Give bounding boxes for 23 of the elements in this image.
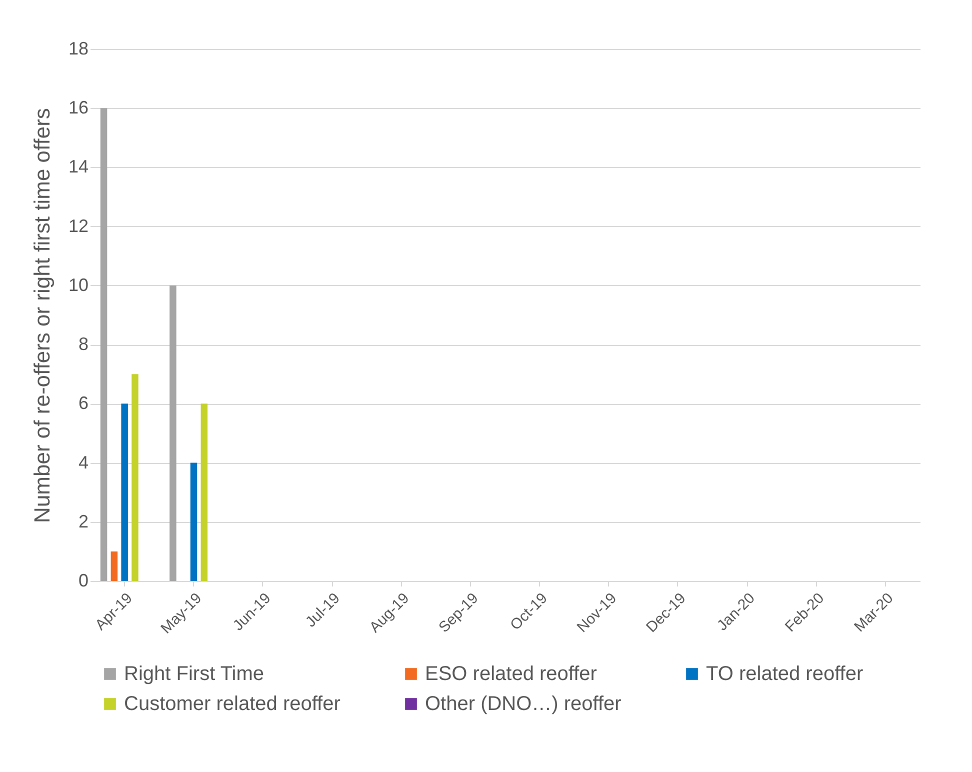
legend-label: TO related reoffer xyxy=(706,663,864,685)
y-tick-label: 10 xyxy=(68,274,88,295)
y-tick-label: 14 xyxy=(68,156,88,177)
legend-label: Right First Time xyxy=(124,663,264,685)
bar xyxy=(190,462,198,581)
bar xyxy=(100,108,108,581)
y-tick-label: 4 xyxy=(78,452,88,472)
legend-label: Customer related reoffer xyxy=(124,693,341,715)
bar xyxy=(170,285,176,581)
y-tick-label: 2 xyxy=(78,511,88,532)
bar xyxy=(200,404,208,581)
bar xyxy=(132,374,138,581)
bar xyxy=(121,404,128,581)
y-tick-label: 12 xyxy=(68,216,88,236)
bar xyxy=(110,551,118,581)
y-tick-label: 8 xyxy=(78,334,88,354)
y-tick-label: 18 xyxy=(68,38,88,58)
y-tick-label: 16 xyxy=(68,98,88,118)
legend-label: Other (DNO…) reoffer xyxy=(425,693,622,715)
legend-label: ESO related reoffer xyxy=(425,663,598,685)
y-tick-label: 6 xyxy=(78,393,88,414)
y-tick-label: 0 xyxy=(78,570,88,590)
y-axis-title: Number of re-offers or right first time offers xyxy=(29,108,54,523)
